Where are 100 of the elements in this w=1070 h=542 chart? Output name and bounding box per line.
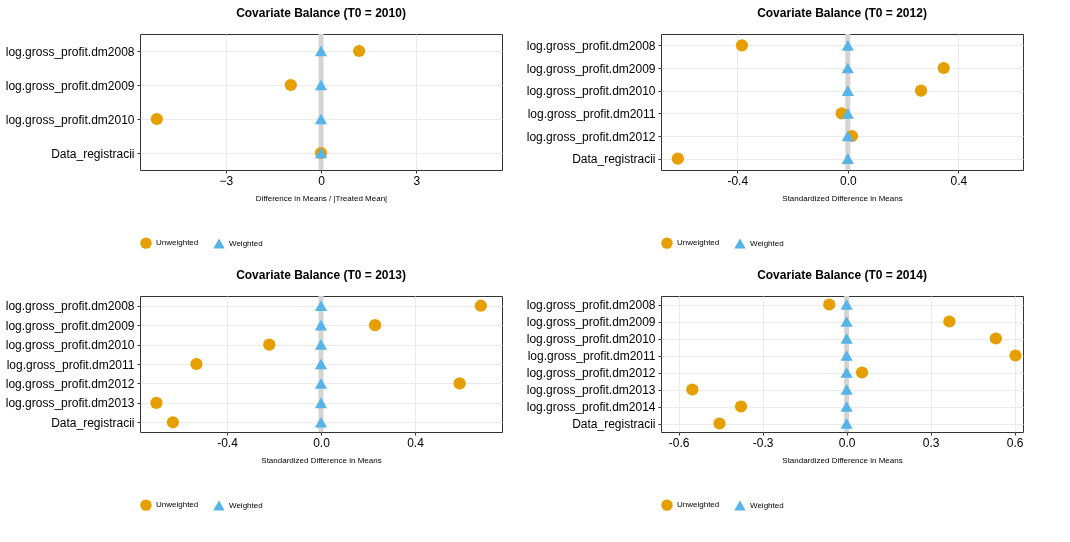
y-tick-label: log.gross_profit.dm2010 bbox=[526, 332, 656, 346]
y-tick-label: log.gross_profit.dm2013 bbox=[526, 383, 656, 397]
y-tick-label: log.gross_profit.dm2011 bbox=[527, 106, 656, 121]
chart-title: Covariate Balance (T0 = 2014) bbox=[757, 267, 927, 282]
y-tick-label: log.gross_profit.dm2010 bbox=[5, 338, 135, 353]
legend-label: Unweighted bbox=[156, 500, 199, 510]
y-tick-label: Data_registracii bbox=[51, 146, 135, 161]
legend-label: Weighted bbox=[229, 238, 263, 248]
point bbox=[314, 319, 328, 331]
chart-title: Covariate Balance (T0 = 2012) bbox=[757, 5, 927, 20]
y-tick-label: log.gross_profit.dm2013 bbox=[5, 396, 135, 411]
point bbox=[840, 367, 853, 378]
y-tick-label: log.gross_profit.dm2009 bbox=[526, 315, 656, 329]
point bbox=[284, 78, 297, 92]
point bbox=[166, 416, 180, 429]
y-tick-label: log.gross_profit.dm2012 bbox=[526, 366, 656, 380]
point bbox=[314, 397, 328, 409]
legend-label: Weighted bbox=[750, 238, 784, 248]
y-tick-label: log.gross_profit.dm2010 bbox=[5, 112, 135, 127]
chart-title: Covariate Balance (T0 = 2010) bbox=[236, 5, 406, 20]
point bbox=[734, 400, 748, 413]
x-axis-title: Standardized Difference in Means bbox=[782, 193, 903, 203]
y-tick-label: log.gross_profit.dm2014 bbox=[526, 400, 656, 414]
y-tick-label: log.gross_profit.dm2009 bbox=[5, 318, 135, 333]
y-tick-label: log.gross_profit.dm2012 bbox=[526, 129, 656, 144]
x-tick-label: −3 bbox=[219, 173, 234, 188]
point bbox=[474, 299, 487, 312]
x-axis-title: Standardized Difference in Means bbox=[261, 455, 382, 465]
legend-label: Unweighted bbox=[677, 500, 720, 510]
y-tick-label: log.gross_profit.dm2010 bbox=[526, 84, 656, 99]
point bbox=[840, 350, 853, 361]
point bbox=[150, 112, 163, 126]
y-tick-label: log.gross_profit.dm2011 bbox=[527, 349, 656, 363]
x-tick-label: 0.0 bbox=[839, 173, 857, 188]
point bbox=[314, 300, 328, 312]
point bbox=[150, 396, 163, 409]
point bbox=[841, 62, 854, 74]
y-tick-label: log.gross_profit.dm2009 bbox=[526, 61, 656, 76]
x-tick-label: 3 bbox=[413, 173, 421, 188]
point bbox=[840, 333, 853, 344]
y-tick-label: log.gross_profit.dm2009 bbox=[5, 78, 135, 93]
point bbox=[314, 358, 328, 370]
point bbox=[855, 366, 869, 379]
y-tick-label: log.gross_profit.dm2008 bbox=[526, 298, 656, 312]
point bbox=[713, 417, 726, 430]
x-tick-label: 0.0 bbox=[838, 435, 856, 450]
point bbox=[352, 44, 366, 58]
point bbox=[686, 383, 699, 396]
legend-label: Weighted bbox=[229, 500, 263, 510]
point bbox=[314, 79, 328, 91]
x-tick-label: 0.6 bbox=[1006, 435, 1024, 450]
point bbox=[841, 85, 854, 96]
legend-label: Weighted bbox=[750, 500, 784, 510]
point bbox=[314, 378, 328, 389]
y-tick-label: log.gross_profit.dm2008 bbox=[5, 44, 135, 59]
y-tick-label: Data_registracii bbox=[572, 152, 656, 167]
point bbox=[368, 319, 382, 332]
point bbox=[840, 418, 853, 429]
x-axis-title: Standardized Difference in Means bbox=[782, 455, 903, 465]
y-tick-label: log.gross_profit.dm2011 bbox=[6, 357, 135, 372]
y-tick-label: Data_registracii bbox=[51, 415, 135, 430]
point bbox=[263, 338, 276, 351]
point bbox=[841, 108, 854, 119]
x-axis-title: Difference in Means / |Treated Mean| bbox=[255, 193, 388, 203]
legend-label: Unweighted bbox=[677, 238, 720, 248]
x-tick-label: 0.0 bbox=[313, 435, 331, 450]
x-tick-label: 0.4 bbox=[407, 435, 425, 450]
point bbox=[190, 357, 203, 371]
point bbox=[943, 315, 956, 328]
point bbox=[914, 84, 928, 97]
point bbox=[314, 45, 328, 57]
point bbox=[840, 316, 853, 327]
x-tick-label: -0.4 bbox=[217, 435, 239, 450]
legend-label: Unweighted bbox=[156, 238, 199, 248]
x-tick-label: -0.3 bbox=[752, 435, 774, 450]
x-tick-label: -0.4 bbox=[727, 173, 749, 188]
x-tick-label: 0 bbox=[318, 173, 326, 188]
y-tick-label: log.gross_profit.dm2012 bbox=[5, 376, 135, 391]
point bbox=[671, 152, 684, 165]
x-tick-label: -0.6 bbox=[668, 435, 690, 450]
point bbox=[841, 153, 854, 164]
point bbox=[1009, 349, 1022, 362]
x-tick-label: 0.3 bbox=[922, 435, 940, 450]
point bbox=[314, 416, 328, 428]
point bbox=[840, 401, 853, 412]
point bbox=[453, 377, 466, 390]
point bbox=[989, 332, 1002, 345]
point bbox=[840, 299, 853, 310]
chart-title: Covariate Balance (T0 = 2013) bbox=[236, 267, 406, 282]
point bbox=[314, 113, 328, 125]
x-tick-label: 0.4 bbox=[950, 173, 968, 188]
point bbox=[841, 40, 854, 51]
point bbox=[840, 384, 853, 395]
y-tick-label: Data_registracii bbox=[572, 417, 656, 431]
point bbox=[823, 298, 836, 311]
point bbox=[937, 61, 950, 75]
y-tick-label: log.gross_profit.dm2008 bbox=[5, 299, 135, 314]
y-tick-label: log.gross_profit.dm2008 bbox=[526, 38, 656, 53]
point bbox=[841, 130, 854, 142]
point bbox=[735, 39, 749, 52]
